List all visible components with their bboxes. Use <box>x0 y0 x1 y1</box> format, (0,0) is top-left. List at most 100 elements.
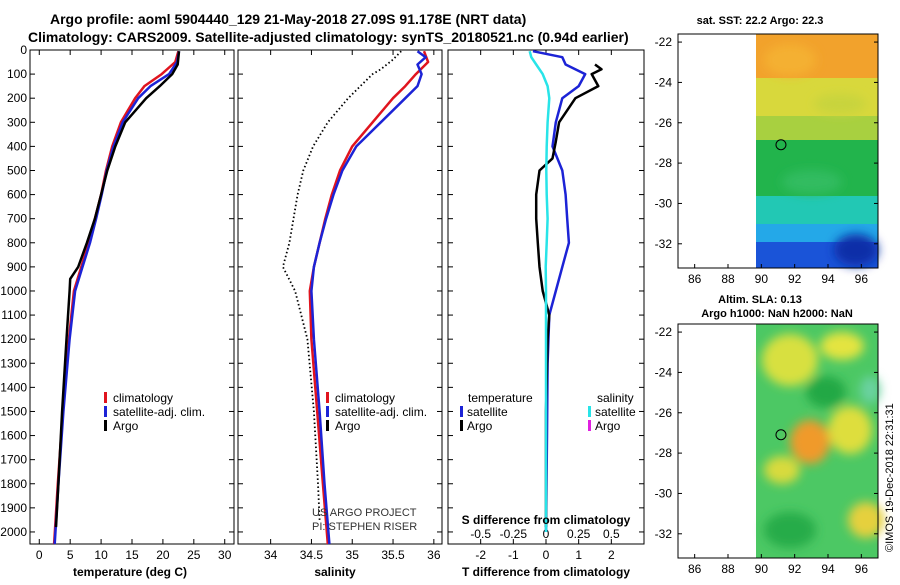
lat-tick-label: -24 <box>655 75 673 89</box>
lat-tick-label: -22 <box>655 325 673 339</box>
x-tick-label: 35.5 <box>381 548 405 562</box>
depth-tick-label: 1200 <box>0 332 27 346</box>
series-climatology <box>52 50 180 545</box>
temperature-x-axis: 0 5 10 15 20 25 30 <box>36 50 232 562</box>
lat-tick-label: -28 <box>655 156 673 170</box>
legend-swatch-climatology <box>326 392 329 403</box>
x-tick-label: 0 <box>36 548 43 562</box>
sst-warm-patch <box>764 44 816 76</box>
lat-tick-label: -32 <box>655 237 673 251</box>
top-tick-label: 0.25 <box>567 527 591 541</box>
lon-tick-label: 96 <box>855 272 869 286</box>
header-line2: Climatology: CARS2009. Satellite-adjuste… <box>28 29 629 45</box>
series-satellite-adj-clim- <box>53 50 181 545</box>
depth-tick-label: 300 <box>7 115 27 129</box>
depth-tick-label: 1100 <box>1 308 27 322</box>
credit-pi: PI: STEPHEN RISER <box>312 521 417 533</box>
lat-tick-label: -28 <box>655 446 673 460</box>
depth-tick-label: 0 <box>20 43 27 57</box>
legend-temperature-title: temperature <box>468 391 533 405</box>
legend-climatology: climatology <box>335 391 395 405</box>
salinity-y-ticks <box>238 49 442 533</box>
salinity-legend: climatology satellite-adj. clim. Argo <box>326 391 427 433</box>
sla-blend <box>762 332 884 548</box>
lon-tick-label: 96 <box>855 562 869 576</box>
legend-climatology: climatology <box>113 391 173 405</box>
x-tick-label: 15 <box>125 548 139 562</box>
legend-s-argo: Argo <box>595 419 621 433</box>
sla-map-title-1: Altim. SLA: 0.13 <box>718 294 802 306</box>
legend-argo: Argo <box>113 419 139 433</box>
sst-map-frame <box>677 33 879 269</box>
difference-legend-salinity: salinity satellite Argo <box>588 391 636 433</box>
depth-tick-label: 500 <box>7 163 27 177</box>
legend-swatch-satellite <box>326 406 329 417</box>
sla-dark-2 <box>764 512 816 548</box>
x-tick-label: -1 <box>508 548 519 562</box>
depth-tick-label: 1300 <box>0 356 27 370</box>
depth-tick-label: 1900 <box>0 501 27 515</box>
x-tick-label: 30 <box>218 548 232 562</box>
legend-t-argo: Argo <box>467 419 493 433</box>
lon-tick-label: 92 <box>788 272 802 286</box>
depth-tick-label: 1800 <box>0 477 27 491</box>
series-temperature-argo <box>534 63 603 528</box>
legend-swatch-climatology <box>104 392 107 403</box>
lat-tick-label: -26 <box>655 406 673 420</box>
legend-satellite: satellite-adj. clim. <box>113 405 205 419</box>
temperature-lines <box>52 50 181 545</box>
sst-map-title: sat. SST: 22.2 Argo: 22.3 <box>697 15 824 27</box>
sst-band-teal <box>756 196 878 224</box>
depth-tick-label: 1700 <box>0 453 27 467</box>
temperature-xlabel: temperature (deg C) <box>73 565 187 579</box>
series-salinity-satellite <box>528 50 551 532</box>
legend-swatch-t-satellite <box>460 406 463 417</box>
series-satellite-adj-clim- <box>310 50 427 545</box>
lon-tick-label: 88 <box>721 272 735 286</box>
x-tick-label: 1 <box>575 548 582 562</box>
sla-field <box>756 324 884 558</box>
depth-tick-label: 400 <box>7 139 27 153</box>
depth-tick-label: 800 <box>7 236 27 250</box>
x-tick-label: 34.5 <box>300 548 324 562</box>
sla-yellow-5 <box>848 502 884 538</box>
x-tick-label: 36 <box>427 548 441 562</box>
series-argo <box>282 50 402 520</box>
sst-green-patch <box>782 170 842 194</box>
sst-map-axes: 86 88 90 92 94 96 -22 -24 -26 -28 -30 -32 <box>655 35 878 286</box>
lon-tick-label: 86 <box>688 562 702 576</box>
legend-swatch-satellite <box>104 406 107 417</box>
depth-tick-label: 1600 <box>0 429 27 443</box>
temperature-legend: climatology satellite-adj. clim. Argo <box>104 391 205 433</box>
series-argo <box>54 51 181 528</box>
sla-cyan-1 <box>860 376 880 404</box>
lat-tick-label: -24 <box>655 365 673 379</box>
x-tick-label: 5 <box>67 548 74 562</box>
x-tick-label: 0 <box>543 548 550 562</box>
legend-swatch-argo <box>326 420 329 431</box>
x-tick-label: 10 <box>94 548 108 562</box>
salinity-panel: 34 34.5 35 35.5 36 salinity climatology sate… <box>237 49 443 579</box>
salinity-frame <box>237 49 443 545</box>
difference-xlabel: T difference from climatology <box>462 565 630 579</box>
lat-tick-label: -32 <box>655 527 673 541</box>
lon-tick-label: 86 <box>688 272 702 286</box>
lon-tick-label: 94 <box>821 272 835 286</box>
temperature-panel: 0100200300400500600700800900100011001200… <box>0 43 235 579</box>
difference-x-axis: -2 -1 0 1 2 -0.5 -0.25 0 0.25 0.5 <box>470 50 620 562</box>
top-tick-label: 0.5 <box>603 527 620 541</box>
lon-tick-label: 90 <box>755 272 769 286</box>
lon-tick-label: 94 <box>821 562 835 576</box>
lon-tick-label: 92 <box>788 562 802 576</box>
lon-tick-label: 88 <box>721 562 735 576</box>
x-tick-label: 2 <box>608 548 615 562</box>
x-tick-label: 35 <box>346 548 360 562</box>
lat-tick-label: -30 <box>655 196 673 210</box>
sla-map-axes: 86 88 90 92 94 96 -22 -24 -26 -28 -30 -32 <box>655 325 878 576</box>
difference-legend-temperature: temperature satellite Argo <box>460 391 533 433</box>
legend-t-satellite: satellite <box>467 405 508 419</box>
header-line1: Argo profile: aoml 5904440_129 21-May-20… <box>50 11 526 27</box>
depth-axis: 0 100 200 300 400 500 600 700 800 900 1000 1100 1200… <box>0 43 234 539</box>
top-tick-label: 0 <box>543 527 550 541</box>
depth-tick-label: 700 <box>7 212 27 226</box>
